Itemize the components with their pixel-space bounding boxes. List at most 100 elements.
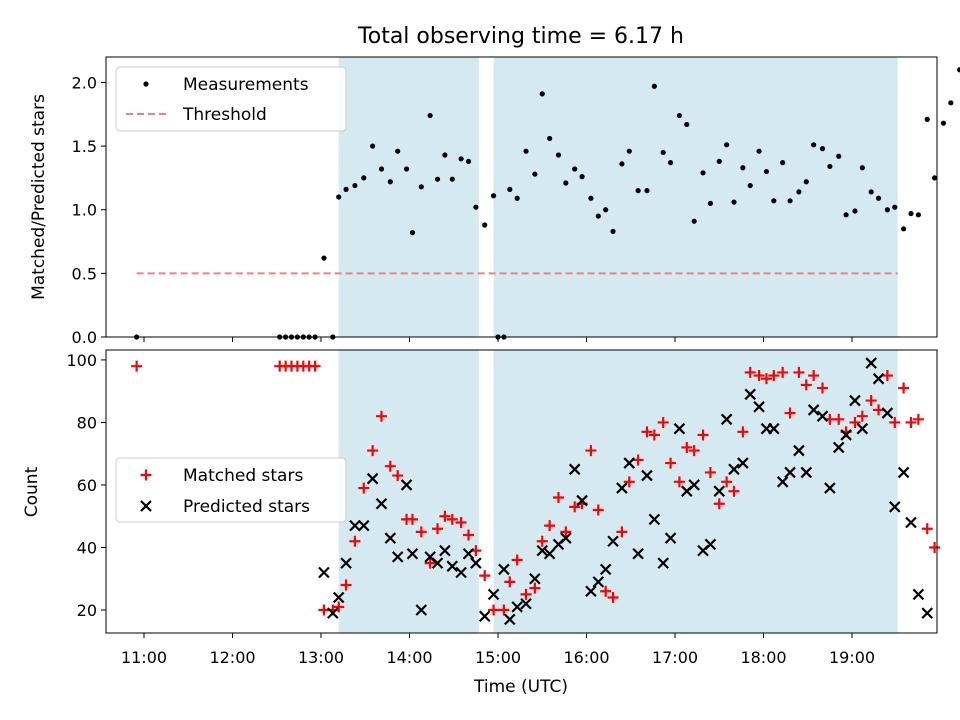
- data-point: [607, 591, 619, 603]
- data-point: [592, 576, 605, 588]
- data-point: [651, 83, 657, 89]
- data-point: [787, 198, 793, 204]
- data-point: [579, 174, 585, 180]
- data-point: [462, 547, 475, 560]
- axes-frame-top: [105, 56, 938, 338]
- data-point: [318, 566, 330, 579]
- data-point: [327, 607, 339, 619]
- data-point: [700, 170, 706, 176]
- data-point: [560, 532, 572, 544]
- data-point: [728, 485, 740, 497]
- data-point: [657, 416, 669, 428]
- data-point: [808, 370, 820, 382]
- data-point: [747, 182, 753, 189]
- data-point: [446, 513, 458, 525]
- data-point: [807, 404, 820, 416]
- data-point: [568, 463, 581, 476]
- data-point: [796, 189, 802, 195]
- x-tick-label: 16:00: [563, 648, 609, 667]
- data-point: [547, 135, 553, 142]
- data-point: [523, 148, 529, 154]
- data-point: [455, 566, 467, 579]
- data-point: [632, 454, 644, 466]
- data-point: [336, 194, 342, 200]
- data-point: [309, 360, 321, 372]
- data-point: [395, 148, 401, 154]
- data-point: [644, 188, 650, 194]
- y-tick-label: 2.0: [72, 73, 97, 92]
- data-point: [691, 218, 697, 224]
- data-point: [856, 410, 868, 422]
- data-point: [763, 168, 770, 175]
- data-point: [511, 601, 523, 613]
- data-point: [432, 523, 444, 535]
- data-point: [488, 604, 500, 616]
- data-point: [367, 445, 379, 457]
- data-point: [665, 457, 677, 469]
- x-tick-label: 18:00: [740, 648, 786, 667]
- data-point: [595, 213, 601, 219]
- data-point: [720, 413, 733, 426]
- data-point: [607, 535, 619, 548]
- y-tick-label: 80: [77, 413, 97, 432]
- data-point: [664, 532, 677, 544]
- data-point: [610, 228, 616, 234]
- data-point: [626, 148, 632, 154]
- data-point: [901, 226, 907, 232]
- x-tick-label: 13:00: [298, 648, 344, 667]
- data-point: [592, 504, 604, 516]
- data-point: [504, 613, 516, 626]
- data-point: [392, 470, 404, 482]
- data-point: [957, 67, 960, 73]
- data-point: [332, 591, 345, 604]
- data-point: [406, 513, 418, 525]
- data-point: [560, 526, 572, 538]
- data-point: [588, 195, 594, 201]
- data-point: [948, 100, 954, 106]
- y-tick-label: 100: [66, 351, 97, 370]
- data-point: [449, 176, 455, 182]
- data-point: [375, 497, 388, 510]
- data-point: [780, 160, 786, 166]
- x-axis-label: Time (UTC): [473, 677, 568, 697]
- data-point: [465, 158, 472, 164]
- data-point: [716, 158, 722, 164]
- data-point: [833, 413, 845, 425]
- data-point: [479, 570, 491, 582]
- data-point: [753, 401, 765, 413]
- data-point: [576, 494, 588, 507]
- legend-label-predicted: Predicted stars: [183, 497, 310, 517]
- data-point: [603, 207, 609, 213]
- data-point: [498, 604, 510, 616]
- y-tick-label: 1.0: [72, 201, 97, 220]
- data-point: [514, 195, 520, 201]
- data-point: [648, 513, 661, 526]
- y-tick-label: 20: [77, 601, 97, 620]
- data-point: [868, 189, 874, 195]
- data-point: [793, 444, 805, 457]
- legend-label-threshold: Threshold: [182, 105, 267, 125]
- data-point: [599, 563, 612, 576]
- data-point: [511, 554, 523, 566]
- data-point: [713, 485, 726, 497]
- data-point: [681, 441, 693, 453]
- data-point: [905, 516, 917, 529]
- data-point: [378, 166, 385, 172]
- data-point: [760, 373, 772, 385]
- x-tick-label: 19:00: [829, 648, 875, 667]
- data-point: [366, 472, 379, 485]
- data-point: [384, 532, 397, 544]
- data-point: [470, 557, 482, 569]
- data-point: [418, 184, 424, 190]
- data-point: [131, 360, 143, 372]
- y-tick-label: 60: [77, 476, 97, 495]
- data-point: [884, 207, 891, 213]
- data-point: [544, 520, 556, 532]
- data-point: [434, 176, 441, 182]
- data-point: [616, 482, 628, 494]
- data-point: [881, 407, 894, 419]
- data-point: [856, 422, 869, 435]
- data-point: [358, 482, 370, 494]
- shaded-interval: [493, 57, 898, 337]
- legend-label-matched: Matched stars: [183, 466, 303, 486]
